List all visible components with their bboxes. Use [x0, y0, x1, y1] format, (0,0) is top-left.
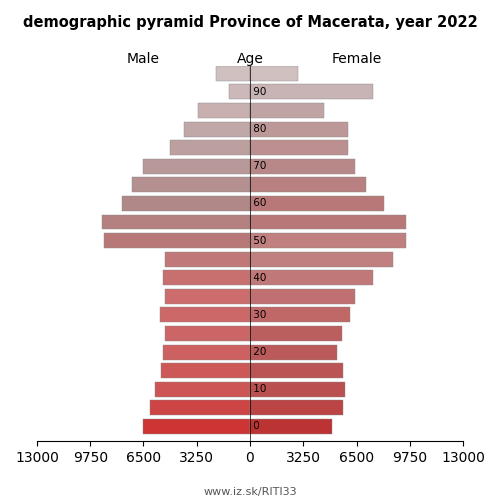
Bar	[250, 84, 373, 100]
Bar	[250, 308, 350, 322]
Bar	[198, 103, 250, 118]
Bar	[250, 178, 366, 192]
Text: 50: 50	[250, 236, 266, 246]
Text: 20: 20	[250, 347, 266, 357]
Bar	[170, 140, 250, 155]
Text: Female: Female	[332, 52, 382, 66]
Bar	[250, 344, 337, 360]
Bar	[250, 140, 348, 155]
Bar	[250, 196, 384, 211]
Bar	[216, 66, 250, 81]
Bar	[163, 270, 250, 285]
Bar	[150, 400, 250, 415]
Bar	[132, 178, 250, 192]
Bar	[184, 122, 250, 136]
Bar	[250, 122, 348, 136]
Bar	[250, 363, 344, 378]
Text: 70: 70	[250, 161, 266, 171]
Bar	[163, 344, 250, 360]
Bar	[162, 363, 250, 378]
Bar	[250, 103, 324, 118]
Bar	[144, 159, 250, 174]
Text: 30: 30	[250, 310, 266, 320]
Bar	[160, 308, 250, 322]
Bar	[250, 400, 344, 415]
Text: 80: 80	[250, 124, 266, 134]
Bar	[122, 196, 250, 211]
Text: 60: 60	[250, 198, 266, 208]
Bar	[250, 214, 406, 230]
Text: 40: 40	[250, 272, 266, 282]
Bar	[250, 159, 355, 174]
Text: www.iz.sk/RITI33: www.iz.sk/RITI33	[203, 487, 297, 497]
Bar	[104, 233, 250, 248]
Text: 0: 0	[250, 422, 260, 432]
Bar	[250, 326, 342, 341]
Bar	[250, 270, 373, 285]
Bar	[102, 214, 250, 230]
Title: demographic pyramid Province of Macerata, year 2022: demographic pyramid Province of Macerata…	[22, 15, 477, 30]
Bar	[250, 66, 298, 81]
Bar	[250, 233, 406, 248]
Text: 10: 10	[250, 384, 266, 394]
Text: 90: 90	[250, 87, 266, 97]
Bar	[228, 84, 250, 100]
Bar	[165, 252, 250, 266]
Bar	[250, 382, 345, 396]
Bar	[250, 289, 355, 304]
Bar	[165, 289, 250, 304]
Text: Male: Male	[127, 52, 160, 66]
Bar	[250, 252, 392, 266]
Text: Age: Age	[236, 52, 264, 66]
Bar	[250, 419, 332, 434]
Bar	[165, 326, 250, 341]
Bar	[155, 382, 250, 396]
Bar	[144, 419, 250, 434]
